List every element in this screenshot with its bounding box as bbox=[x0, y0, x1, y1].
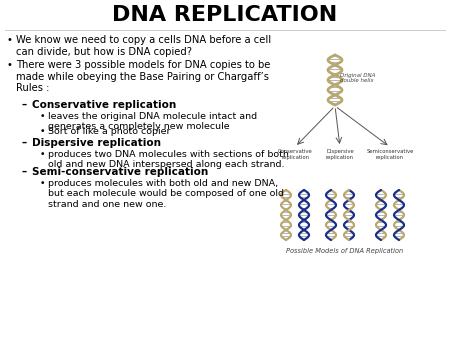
Text: leaves the original DNA molecule intact and
generates a completely new molecule: leaves the original DNA molecule intact … bbox=[48, 112, 257, 131]
Text: Dispersive
replication: Dispersive replication bbox=[326, 149, 354, 160]
Text: Conservative replication: Conservative replication bbox=[32, 100, 176, 110]
Text: Conservative
replication: Conservative replication bbox=[278, 149, 312, 160]
Text: •: • bbox=[40, 150, 45, 159]
Text: Sort of like a photo copier: Sort of like a photo copier bbox=[48, 127, 171, 136]
Text: –: – bbox=[22, 100, 27, 110]
Text: We know we need to copy a cells DNA before a cell
can divide, but how is DNA cop: We know we need to copy a cells DNA befo… bbox=[16, 35, 271, 56]
Text: Possible Models of DNA Replication: Possible Models of DNA Replication bbox=[286, 248, 404, 254]
Text: produces two DNA molecules with sections of both
old and new DNA interspersed al: produces two DNA molecules with sections… bbox=[48, 150, 289, 169]
Text: Dispersive replication: Dispersive replication bbox=[32, 138, 161, 148]
Text: There were 3 possible models for DNA copies to be
made while obeying the Base Pa: There were 3 possible models for DNA cop… bbox=[16, 60, 270, 93]
Text: produces molecules with both old and new DNA,
but each molecule would be compose: produces molecules with both old and new… bbox=[48, 179, 284, 209]
Text: •: • bbox=[40, 127, 45, 136]
Text: •: • bbox=[6, 35, 12, 45]
Text: Original DNA
double helix: Original DNA double helix bbox=[340, 73, 375, 83]
Text: •: • bbox=[40, 112, 45, 121]
Text: •: • bbox=[6, 60, 12, 70]
Text: DNA REPLICATION: DNA REPLICATION bbox=[112, 5, 338, 25]
Text: •: • bbox=[40, 179, 45, 188]
Text: Semi-conservative replication: Semi-conservative replication bbox=[32, 167, 208, 177]
Text: –: – bbox=[22, 138, 27, 148]
Text: Semiconservative
replication: Semiconservative replication bbox=[366, 149, 414, 160]
Text: –: – bbox=[22, 167, 27, 177]
